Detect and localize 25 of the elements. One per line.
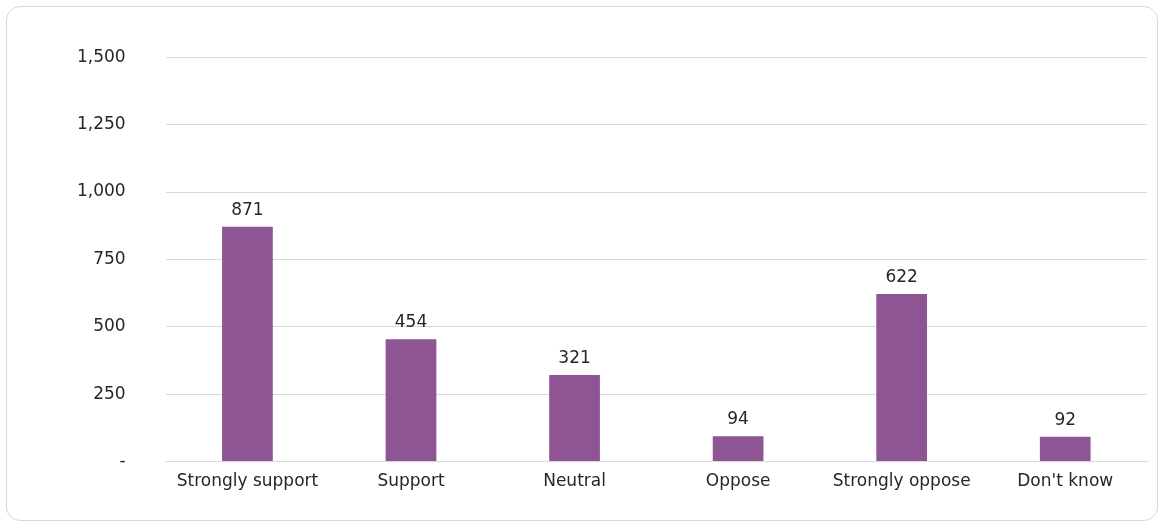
y-tick-label: - — [119, 450, 126, 471]
x-tick-label: Strongly support — [176, 470, 319, 491]
data-label: 94 — [727, 408, 749, 429]
y-tick-label: 250 — [93, 382, 126, 403]
bar — [1039, 436, 1091, 462]
data-label: 622 — [885, 265, 918, 286]
data-label: 321 — [558, 346, 591, 367]
y-tick-label: 1,250 — [77, 113, 126, 134]
bar — [876, 293, 928, 462]
y-tick-label: 1,000 — [77, 180, 126, 201]
x-tick-label: Don't know — [1017, 470, 1114, 491]
x-tick-label: Strongly oppose — [832, 470, 971, 491]
x-tick-label: Support — [377, 470, 445, 491]
y-tick-label: 750 — [93, 247, 126, 268]
bar — [549, 375, 600, 462]
x-tick-label: Neutral — [543, 470, 606, 491]
data-label: 871 — [231, 198, 264, 219]
bar — [222, 226, 273, 462]
y-tick-label: 1,500 — [77, 45, 126, 66]
y-tick-label: 500 — [93, 315, 126, 336]
data-label: 92 — [1054, 408, 1077, 429]
x-tick-label: Oppose — [705, 470, 771, 491]
bar — [385, 339, 437, 462]
data-label: 454 — [394, 311, 428, 332]
bar — [712, 436, 764, 462]
